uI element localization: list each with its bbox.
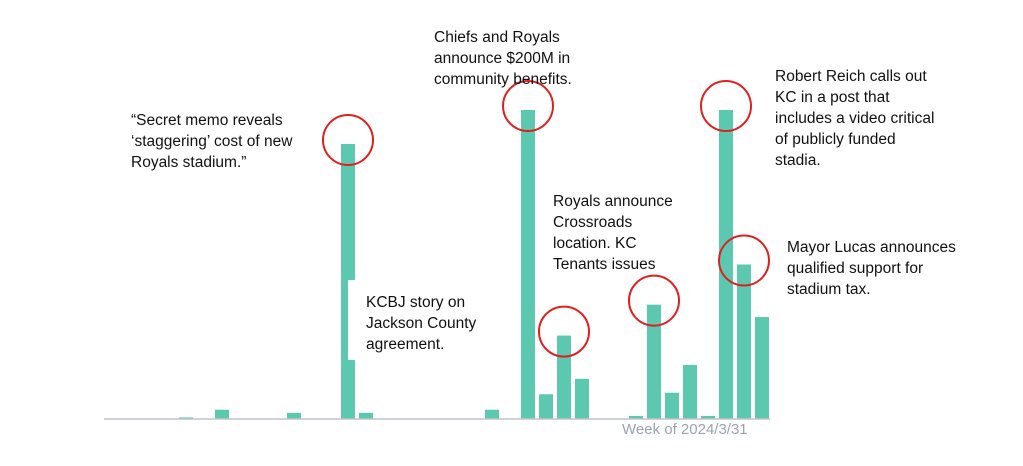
annotation-line: “Secret memo reveals (131, 112, 283, 129)
highlight-circle-week-31 (628, 274, 680, 327)
bar-week-26 (557, 335, 571, 419)
bars-layer (179, 110, 769, 420)
bar-week-24 (521, 110, 535, 419)
annotation-line: qualified support for (787, 260, 924, 277)
annotation-secret-memo: “Secret memo reveals ‘staggering’ cost o… (131, 110, 292, 173)
bar-week-22 (485, 409, 499, 419)
bar-week-5 (179, 417, 193, 419)
annotation-line: announce $200M in (434, 50, 571, 67)
bar-week-31 (647, 304, 661, 419)
bar-week-37 (755, 317, 769, 419)
annotation-line: Royals announce (553, 193, 673, 210)
annotation-line: KCBJ story on (366, 294, 466, 311)
annotation-line: Royals stadium.” (131, 154, 247, 171)
annotation-kcbj: KCBJ story on Jackson County agreement. (366, 292, 476, 355)
annotation-line: community benefits. (434, 71, 572, 88)
annotation-background (348, 280, 358, 360)
highlight-circle-week-26 (538, 305, 590, 358)
annotation-line: stadium tax. (787, 281, 871, 298)
highlight-circle-week-14 (322, 113, 374, 166)
bar-week-15 (359, 412, 373, 419)
annotation-mayor-lucas: Mayor Lucas announces qualified support … (787, 237, 956, 300)
annotation-line: agreement. (366, 336, 445, 353)
annotation-robert-reich: Robert Reich calls out KC in a post that… (775, 66, 934, 171)
highlight-circles-layer (322, 80, 770, 358)
annotation-line: Jackson County (366, 315, 477, 332)
annotation-line: includes a video critical (775, 110, 935, 127)
bar-week-36 (737, 264, 751, 419)
annotation-line: Chiefs and Royals (434, 29, 560, 46)
bar-week-32 (665, 392, 679, 419)
annotation-crossroads: Royals announce Crossroads location. KC … (553, 191, 673, 275)
highlight-circle-week-36 (718, 234, 770, 287)
highlight-circle-week-35 (700, 80, 752, 132)
bar-week-34 (701, 415, 715, 419)
annotation-line: location. KC (553, 235, 637, 252)
bar-week-11 (287, 412, 301, 419)
annotation-line: Mayor Lucas announces (787, 239, 956, 256)
bar-week-27 (575, 378, 589, 419)
bar-week-30 (629, 415, 643, 419)
annotation-line: stadia. (775, 152, 821, 169)
x-axis-label: Week of 2024/3/31 (622, 421, 748, 438)
annotation-community-benefits: Chiefs and Royals announce $200M in comm… (434, 27, 572, 90)
annotation-line: ‘staggering’ cost of new (131, 133, 293, 150)
bar-week-25 (539, 394, 553, 419)
annotation-line: Crossroads (553, 214, 633, 231)
annotation-line: Tenants issues (553, 256, 656, 273)
annotation-line: Robert Reich calls out (775, 68, 927, 85)
annotation-line: KC in a post that (775, 89, 890, 106)
bar-week-7 (215, 409, 229, 419)
annotation-line: of publicly funded (775, 131, 896, 148)
highlight-circle-week-24 (502, 80, 554, 132)
bar-week-35 (719, 110, 733, 419)
bar-week-33 (683, 364, 697, 419)
